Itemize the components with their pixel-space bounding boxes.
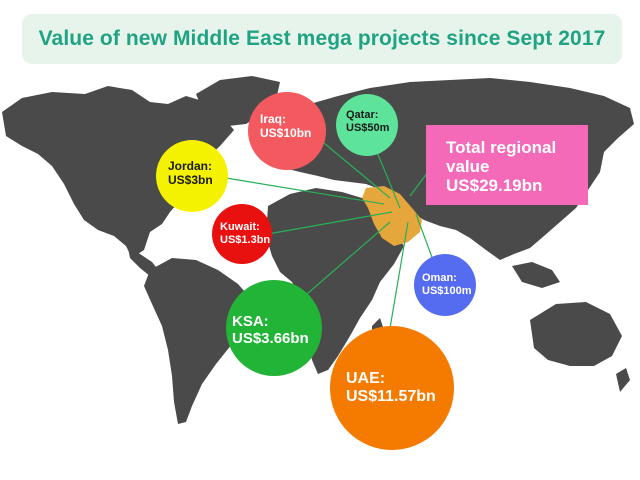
bubble-jordan: Jordan: US$3bn [156, 140, 228, 212]
total-label-line1: Total regional [446, 138, 557, 157]
bubble-qatar: Qatar: US$50m [336, 94, 398, 156]
bubble-ksa-name: KSA: [232, 313, 269, 330]
connector-iraq [317, 137, 391, 199]
bubble-ksa: KSA: US$3.66bn [226, 280, 322, 376]
bubble-qatar-value: US$50m [346, 122, 390, 134]
south-america-landmass [144, 258, 252, 424]
page-title: Value of new Middle East mega projects s… [38, 27, 606, 50]
bubble-oman-name: Oman: [422, 272, 457, 284]
title-banner: Value of new Middle East mega projects s… [22, 14, 622, 64]
bubble-uae-name: UAE: [346, 370, 386, 387]
bubble-kuwait: Kuwait: US$1.3bn [212, 204, 272, 264]
bubble-jordan-name: Jordan: [168, 159, 213, 173]
connector-ksa [299, 221, 391, 301]
total-value-box: Total regional value US$29.19bn [426, 125, 588, 205]
australia-landmass [530, 302, 622, 366]
bubble-iraq-value: US$10bn [260, 126, 312, 140]
north-america-landmass [2, 86, 234, 258]
bubble-ksa-value: US$3.66bn [232, 330, 309, 347]
new-zealand-landmass [616, 368, 630, 392]
connector-kuwait [267, 211, 393, 235]
bubble-kuwait-name: Kuwait: [220, 221, 260, 233]
southeast-asia-islands [512, 262, 560, 288]
bubble-qatar-name: Qatar: [346, 109, 379, 121]
connector-jordan [225, 177, 385, 205]
bubble-kuwait-value: US$1.3bn [220, 234, 271, 246]
bubble-jordan-value: US$3bn [168, 173, 213, 187]
total-label-line2: value [446, 157, 490, 176]
bubble-oman: Oman: US$100m [414, 254, 476, 316]
bubble-uae: UAE: US$11.57bn [330, 326, 454, 450]
total-value: US$29.19bn [446, 176, 543, 195]
connector-total [409, 171, 429, 197]
bubble-uae-value: US$11.57bn [346, 388, 436, 405]
bubble-oman-value: US$100m [422, 285, 472, 297]
bubble-iraq-name: Iraq: [260, 112, 287, 126]
connector-uae [387, 221, 409, 341]
bubble-iraq: Iraq: US$10bn [248, 92, 326, 170]
africa-landmass [266, 188, 404, 374]
